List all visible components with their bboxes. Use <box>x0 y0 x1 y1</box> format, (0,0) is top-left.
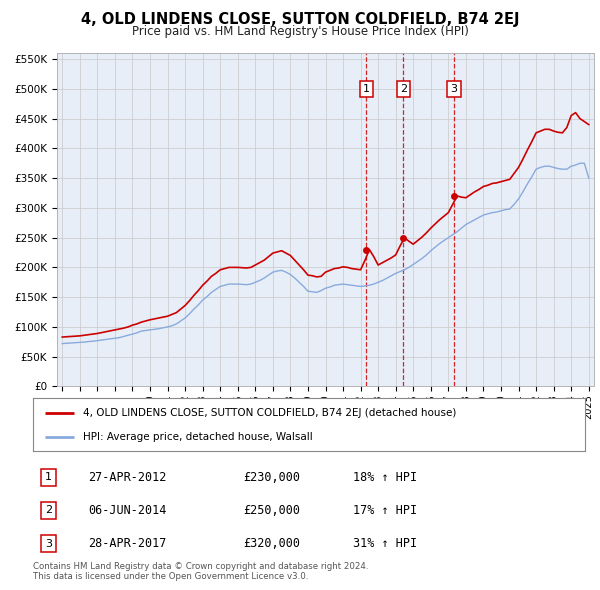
Text: 2: 2 <box>45 506 52 516</box>
Text: 3: 3 <box>451 84 457 94</box>
Text: Price paid vs. HM Land Registry's House Price Index (HPI): Price paid vs. HM Land Registry's House … <box>131 25 469 38</box>
Text: £250,000: £250,000 <box>243 504 300 517</box>
Text: 28-APR-2017: 28-APR-2017 <box>88 537 167 550</box>
Text: £320,000: £320,000 <box>243 537 300 550</box>
Text: 4, OLD LINDENS CLOSE, SUTTON COLDFIELD, B74 2EJ (detached house): 4, OLD LINDENS CLOSE, SUTTON COLDFIELD, … <box>83 408 456 418</box>
Text: This data is licensed under the Open Government Licence v3.0.: This data is licensed under the Open Gov… <box>33 572 308 581</box>
Text: 3: 3 <box>45 539 52 549</box>
Text: £230,000: £230,000 <box>243 471 300 484</box>
Text: 18% ↑ HPI: 18% ↑ HPI <box>353 471 417 484</box>
Text: 4, OLD LINDENS CLOSE, SUTTON COLDFIELD, B74 2EJ: 4, OLD LINDENS CLOSE, SUTTON COLDFIELD, … <box>81 12 519 27</box>
Text: 31% ↑ HPI: 31% ↑ HPI <box>353 537 417 550</box>
Text: HPI: Average price, detached house, Walsall: HPI: Average price, detached house, Wals… <box>83 432 313 442</box>
Text: 1: 1 <box>45 473 52 482</box>
Text: 17% ↑ HPI: 17% ↑ HPI <box>353 504 417 517</box>
Text: 06-JUN-2014: 06-JUN-2014 <box>88 504 167 517</box>
Text: Contains HM Land Registry data © Crown copyright and database right 2024.: Contains HM Land Registry data © Crown c… <box>33 562 368 571</box>
Text: 27-APR-2012: 27-APR-2012 <box>88 471 167 484</box>
Text: 1: 1 <box>363 84 370 94</box>
Text: 2: 2 <box>400 84 407 94</box>
